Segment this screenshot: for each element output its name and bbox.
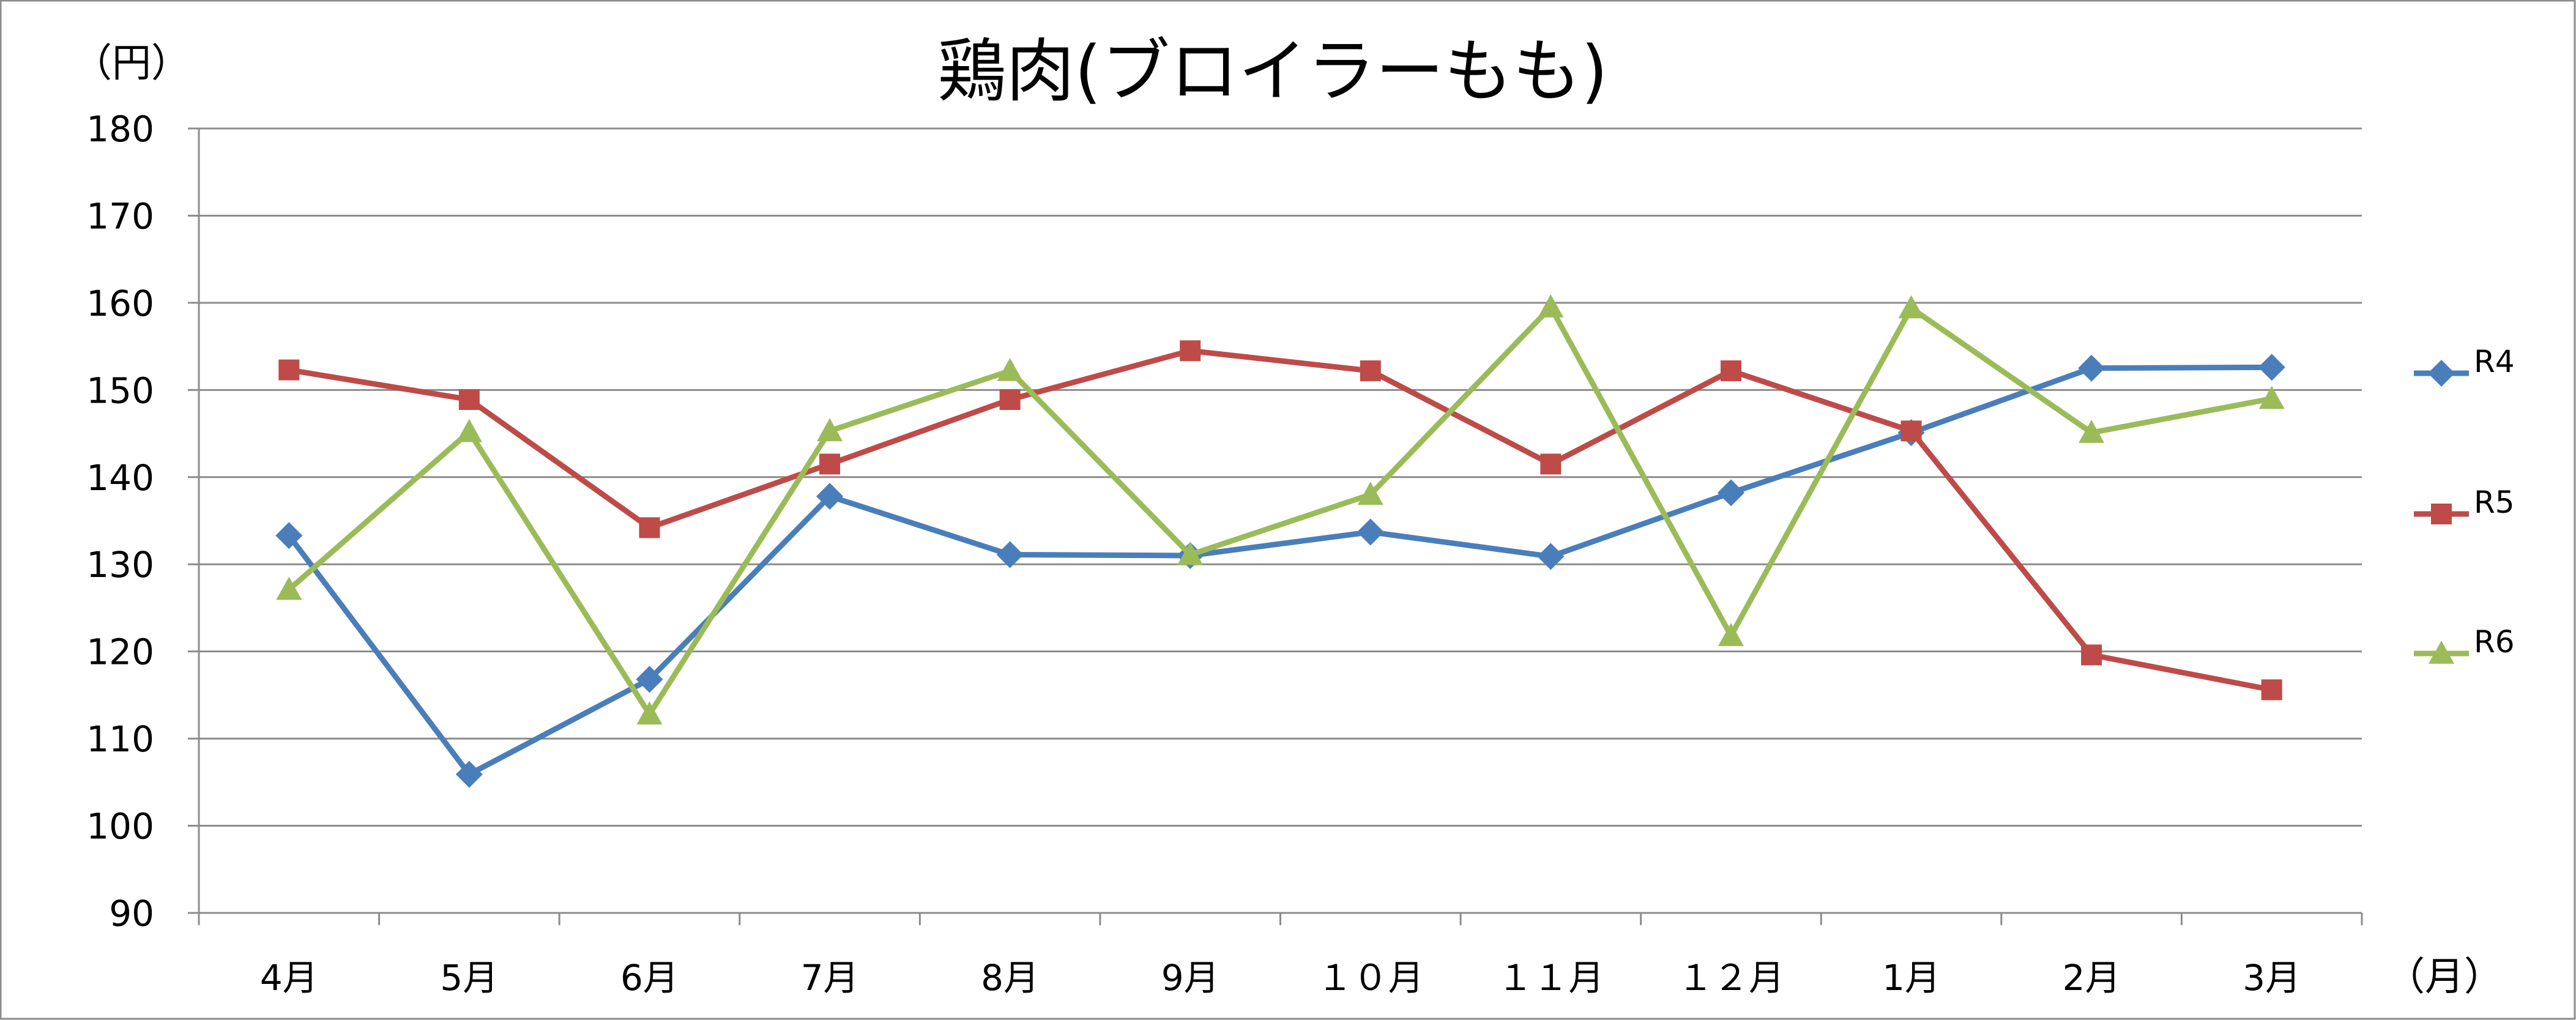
series-line (287, 304, 2273, 717)
y-tick-label: 120 (86, 631, 154, 673)
data-point-square (1180, 340, 1201, 362)
series-line (286, 364, 2272, 778)
x-tick-label: 3月 (2243, 957, 2301, 999)
chart-title: 鶏肉(ブロイラーもも) (937, 32, 1607, 111)
x-tick-label: 7月 (801, 957, 859, 999)
data-point-diamond (2428, 360, 2455, 387)
data-point-triangle (1357, 482, 1383, 505)
legend: R4 R5 R6 (2414, 344, 2515, 664)
data-point-triangle (456, 419, 482, 442)
series-R5 (278, 340, 2282, 701)
y-tick-label: 150 (86, 370, 154, 411)
data-point-square (2081, 644, 2102, 666)
data-point-triangle (276, 576, 302, 600)
data-point-square (1720, 360, 1741, 381)
y-axis-ticks: 90 100 110 120 130 140 150 160 170 180 (86, 108, 199, 934)
data-point-triangle (1177, 542, 1204, 565)
data-point-square (1900, 420, 1922, 442)
legend-item-R4: R4 (2414, 344, 2515, 387)
data-point-square (639, 517, 660, 538)
data-point-diamond (1537, 543, 1565, 570)
x-tick-label: １０月 (1317, 957, 1424, 999)
data-point-square (2261, 679, 2282, 701)
data-point-square (1360, 360, 1381, 381)
data-point-triangle (2258, 385, 2285, 409)
series-group (275, 294, 2285, 788)
data-point-diamond (996, 541, 1024, 568)
data-point-square (819, 453, 841, 475)
x-tick-label: １２月 (1678, 957, 1784, 999)
data-point-diamond (1717, 479, 1744, 507)
data-point-triangle (817, 418, 843, 442)
legend-item-R6: R6 (2414, 624, 2515, 664)
data-point-diamond (636, 666, 663, 693)
data-point-diamond (455, 761, 483, 788)
data-point-triangle (1538, 294, 1564, 318)
y-tick-label: 160 (86, 283, 154, 324)
legend-label: R5 (2474, 485, 2515, 520)
data-point-diamond (275, 522, 303, 549)
legend-label: R6 (2474, 624, 2515, 660)
x-tick-label: 8月 (981, 957, 1039, 999)
y-tick-label: 170 (86, 195, 154, 237)
x-axis-unit: （月） (2386, 955, 2503, 1000)
x-tick-label: 5月 (440, 957, 498, 999)
data-point-diamond (2078, 354, 2105, 382)
data-point-triangle (997, 357, 1023, 381)
legend-item-R5: R5 (2414, 485, 2515, 524)
y-tick-label: 180 (86, 108, 154, 150)
y-axis-unit: （円） (73, 41, 190, 86)
data-point-square (2431, 504, 2452, 524)
data-point-diamond (2258, 354, 2285, 381)
data-point-triangle (2429, 641, 2454, 664)
data-point-diamond (1357, 518, 1384, 546)
y-tick-label: 130 (86, 544, 154, 586)
y-tick-label: 90 (109, 893, 154, 934)
x-tick-label: １１月 (1497, 957, 1604, 999)
data-point-square (999, 389, 1021, 411)
series-line (288, 348, 2273, 693)
data-point-square (458, 389, 480, 411)
x-tick-label: 9月 (1161, 957, 1219, 999)
x-tick-label: 2月 (2063, 957, 2121, 999)
y-tick-label: 100 (86, 806, 154, 847)
legend-label: R4 (2474, 344, 2515, 379)
data-point-triangle (1898, 295, 1924, 319)
x-tick-label: 6月 (620, 957, 679, 999)
x-tick-label: 4月 (260, 957, 318, 999)
data-point-square (278, 359, 300, 381)
y-tick-label: 110 (86, 718, 154, 760)
series-R6 (276, 294, 2285, 725)
data-point-triangle (636, 701, 663, 725)
x-axis-ticks: 4月 5月 6月 7月 8月 9月 １０月 １１月 １２月 1月 2月 3月 (198, 913, 2363, 999)
y-tick-label: 140 (86, 457, 154, 499)
x-tick-label: 1月 (1882, 957, 1940, 999)
data-point-triangle (1718, 623, 1744, 646)
data-point-diamond (816, 483, 844, 510)
gridlines (199, 127, 2362, 827)
data-point-square (1540, 453, 1562, 475)
data-point-triangle (2079, 420, 2105, 443)
